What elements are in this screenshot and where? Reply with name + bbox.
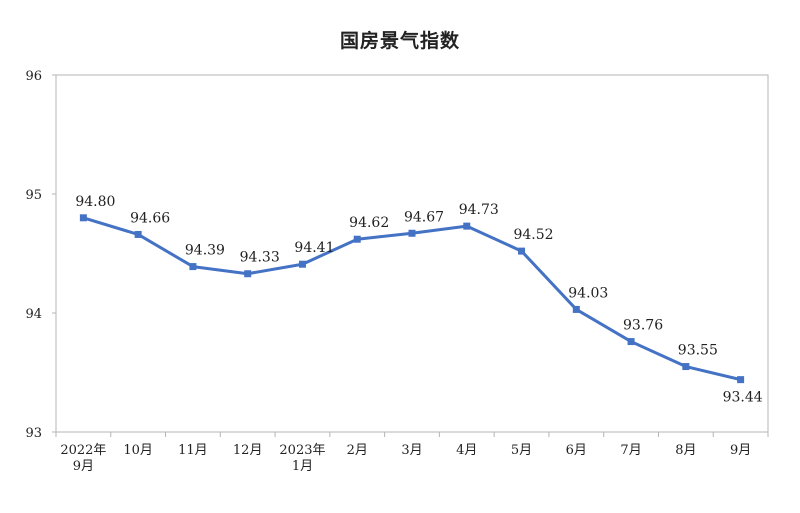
- data-point: [737, 376, 745, 384]
- x-tick-label: 5月: [511, 443, 532, 458]
- data-label: 93.55: [678, 343, 718, 359]
- data-point: [353, 235, 361, 243]
- data-label: 94.67: [404, 209, 444, 225]
- data-label: 94.66: [130, 210, 170, 226]
- data-label: 93.44: [723, 390, 763, 406]
- data-label: 94.80: [75, 194, 115, 210]
- data-point: [518, 247, 526, 255]
- x-tick-label: 8月: [675, 443, 696, 458]
- x-tick-label: 3月: [401, 443, 422, 458]
- x-tick-label: 2022年 9月: [60, 443, 106, 474]
- plot-frame: [55, 74, 769, 433]
- data-label: 94.41: [294, 240, 334, 256]
- y-tick-label: 96: [25, 69, 42, 84]
- data-point: [189, 263, 197, 271]
- data-point: [134, 230, 142, 238]
- x-tick-label: 9月: [730, 443, 751, 458]
- data-point: [463, 222, 471, 230]
- data-point: [298, 260, 306, 268]
- data-point: [682, 363, 690, 371]
- x-tick-label: 2月: [347, 443, 368, 458]
- data-point: [627, 338, 635, 346]
- chart-title: 国房景气指数: [339, 30, 460, 52]
- data-label: 94.62: [349, 215, 389, 231]
- data-point: [79, 214, 87, 222]
- x-tick-label: 4月: [456, 443, 477, 458]
- x-tick-label: 10月: [123, 443, 153, 458]
- x-tick-label: 6月: [566, 443, 587, 458]
- data-point: [572, 305, 580, 313]
- y-tick-label: 94: [25, 307, 42, 322]
- data-point: [408, 229, 416, 237]
- x-tick-label: 11月: [178, 443, 208, 458]
- data-label: 93.76: [623, 318, 663, 334]
- x-tick-label: 12月: [233, 443, 263, 458]
- x-tick-label: 7月: [620, 443, 641, 458]
- data-point: [244, 270, 252, 278]
- data-label: 94.39: [185, 243, 225, 259]
- series-line: [82, 216, 741, 382]
- data-label: 94.73: [459, 202, 499, 218]
- data-label: 94.03: [568, 285, 608, 301]
- y-tick-label: 93: [25, 426, 42, 441]
- data-label: 94.33: [240, 250, 280, 266]
- y-tick-label: 95: [25, 188, 42, 203]
- x-tick-label: 2023年 1月: [279, 443, 325, 474]
- data-label: 94.52: [513, 227, 553, 243]
